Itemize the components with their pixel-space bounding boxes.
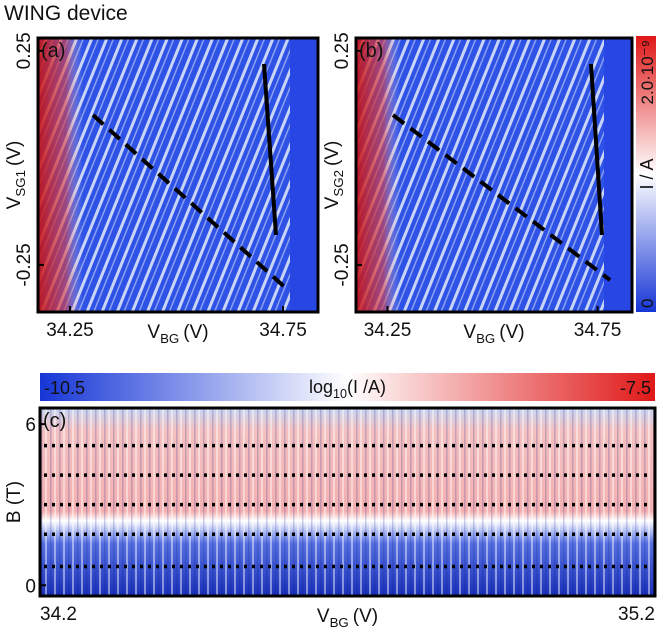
colorbar-tick-label: -10.5 [44, 378, 85, 398]
x-tick-label: 34.75 [574, 320, 622, 341]
colorbar [636, 36, 656, 312]
y-axis-label-subscript: SG1 [13, 170, 28, 197]
panel-label: (b) [359, 40, 383, 62]
colorbar-label-symbol: log [309, 377, 333, 397]
x-tick-label: 34.2 [40, 604, 77, 625]
guide-line [391, 113, 612, 282]
panel-label: (c) [43, 410, 66, 432]
colorbar-label-unit: (I /A) [347, 377, 386, 397]
x-axis-label: VBG (V) [147, 322, 208, 346]
colorbar-tick-label: -7.5 [620, 378, 651, 398]
x-tick-label: 34.25 [46, 320, 94, 341]
panel-label: (a) [41, 40, 65, 62]
heatmap-image [290, 38, 318, 312]
figure-title: WING device [4, 2, 128, 25]
colorbar-label-subscript: 10 [333, 387, 347, 401]
colorbar-tick-label: 2.0·10⁻⁹ [638, 40, 657, 104]
heatmap-image [356, 38, 632, 312]
colorbar-label: I / A [637, 158, 657, 189]
y-axis-label-subscript: SG2 [331, 170, 346, 197]
y-tick-label: -0.25 [332, 243, 353, 286]
x-axis-label-subscript: BG [160, 331, 179, 346]
frame [38, 406, 657, 598]
y-axis-label: VSG2 (V) [322, 141, 346, 210]
x-axis-label: VBG (V) [317, 606, 378, 630]
y-tick-label: 0.25 [14, 32, 35, 69]
heatmap-image [604, 38, 632, 312]
y-axis-label-unit: (V) [322, 141, 343, 166]
x-axis-label-subscript: BG [330, 615, 349, 630]
x-tick-label: 34.75 [259, 320, 307, 341]
x-axis-label-symbol: V [317, 606, 330, 627]
y-tick-label: 0 [25, 576, 36, 597]
y-tick-label: 0.25 [332, 32, 353, 69]
x-axis-label-unit: (V) [499, 322, 524, 343]
y-tick-label: -0.25 [14, 243, 35, 286]
guide-line [262, 63, 278, 236]
heatmap-image [38, 38, 318, 312]
colorbar-label: log10(I /A) [309, 377, 386, 401]
x-tick-label: 34.25 [364, 320, 412, 341]
y-axis-label-symbol: V [4, 196, 25, 209]
y-axis-label: VSG1 (V) [4, 141, 28, 210]
x-tick-label: 35.2 [618, 604, 655, 625]
heatmap-image [40, 408, 655, 596]
y-axis-label-symbol: V [322, 196, 343, 209]
x-axis-label: VBG (V) [463, 322, 524, 346]
x-axis-label-symbol: V [147, 322, 160, 343]
frame [354, 36, 634, 314]
y-axis-label-unit: (V) [4, 141, 25, 166]
guide-line [589, 63, 604, 236]
x-axis-label-unit: (V) [183, 322, 208, 343]
y-tick-label: 6 [25, 415, 36, 436]
x-axis-label-unit: (V) [353, 606, 378, 627]
x-axis-label-symbol: V [463, 322, 476, 343]
colorbar [40, 373, 655, 401]
y-axis-label: B (T) [4, 481, 25, 523]
frame [36, 36, 320, 314]
x-axis-label-subscript: BG [476, 331, 495, 346]
colorbar-tick-label: 0 [638, 299, 657, 308]
